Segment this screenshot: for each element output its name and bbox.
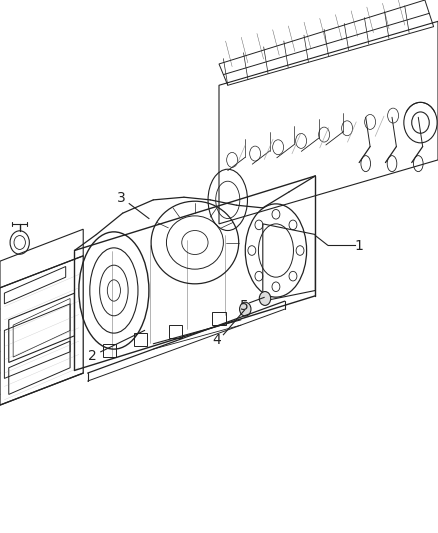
Circle shape: [259, 292, 271, 305]
Text: 4: 4: [212, 333, 221, 347]
Text: 3: 3: [117, 191, 126, 205]
Text: 5: 5: [240, 300, 248, 313]
Text: 2: 2: [88, 349, 96, 362]
Text: 1: 1: [355, 239, 364, 253]
Circle shape: [240, 302, 251, 316]
